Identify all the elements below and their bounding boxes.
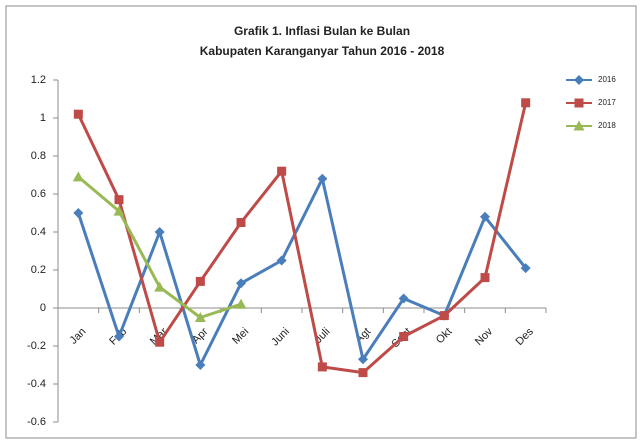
legend-label: 2016 <box>598 75 616 84</box>
legend-label: 2018 <box>598 121 616 130</box>
marker <box>317 173 328 184</box>
marker <box>574 98 584 108</box>
y-tick-label: 0 <box>40 302 46 314</box>
marker <box>399 332 409 341</box>
marker <box>72 171 84 182</box>
chart-title: Grafik 1. Inflasi Bulan ke Bulan <box>234 24 410 38</box>
y-tick-label: -0.4 <box>27 378 46 390</box>
marker <box>154 281 166 292</box>
marker <box>195 360 206 370</box>
marker <box>154 227 165 237</box>
y-tick-label: 0.2 <box>31 264 46 276</box>
marker <box>155 337 165 347</box>
marker <box>573 120 585 131</box>
marker <box>276 255 287 266</box>
series-line <box>76 102 528 375</box>
y-tick-label: -0.6 <box>27 416 46 428</box>
marker <box>439 311 449 321</box>
marker <box>195 276 205 286</box>
y-tick-label: 1.2 <box>31 74 46 86</box>
marker <box>317 362 327 372</box>
legend-label: 2017 <box>598 98 616 107</box>
marker <box>235 298 247 309</box>
y-tick-label: 1 <box>40 112 46 124</box>
marker <box>358 354 368 365</box>
chart-border <box>5 5 637 439</box>
series-line <box>76 177 527 367</box>
marker <box>480 273 490 283</box>
marker <box>236 278 246 289</box>
marker <box>521 98 531 108</box>
marker <box>114 331 124 342</box>
marker <box>114 195 124 205</box>
marker <box>73 109 83 119</box>
y-tick-label: 0.4 <box>31 226 46 238</box>
chart-subtitle: Kabupaten Karanganyar Tahun 2016 - 2018 <box>200 44 445 58</box>
marker <box>277 166 287 176</box>
marker <box>73 208 84 218</box>
marker <box>574 75 584 85</box>
y-tick-label: 0.6 <box>31 188 46 200</box>
marker <box>113 205 125 216</box>
marker <box>520 263 531 274</box>
marker <box>236 218 246 227</box>
marker <box>358 368 368 378</box>
marker <box>480 211 490 222</box>
y-tick-label: -0.2 <box>27 340 46 352</box>
y-tick-label: 0.8 <box>31 150 46 162</box>
marker <box>194 312 206 322</box>
marker <box>398 293 409 304</box>
